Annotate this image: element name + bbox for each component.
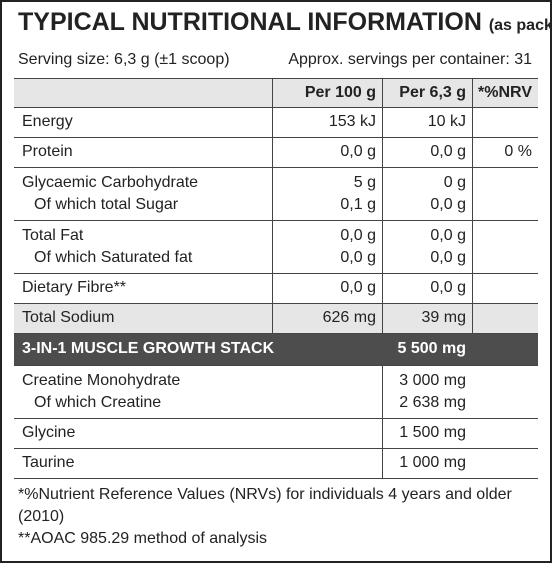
row-value: 39 mg — [421, 309, 466, 326]
row-value: 0,0 g — [430, 195, 466, 213]
row-value: 626 mg — [322, 309, 376, 326]
rule — [14, 137, 538, 138]
column-rule — [382, 78, 383, 107]
column-rule — [272, 220, 273, 273]
rule — [14, 107, 538, 108]
footnote: **AOAC 985.29 method of analysis — [18, 530, 268, 547]
title-note: (as packed) — [488, 17, 552, 34]
row-label: Total Fat — [22, 226, 84, 244]
highlight-row-bg — [14, 304, 538, 333]
column-rule — [472, 78, 473, 107]
column-rule — [382, 365, 383, 418]
column-rule — [472, 303, 473, 333]
stack-title: 3-IN-1 MUSCLE GROWTH STACK — [22, 340, 275, 357]
rule — [14, 303, 538, 304]
stack-row-bg — [14, 334, 538, 365]
column-rule — [472, 167, 473, 220]
stack-label: Taurine — [22, 454, 75, 471]
column-rule — [272, 78, 273, 107]
title: TYPICAL NUTRITIONAL INFORMATION (as pack… — [18, 8, 552, 37]
rule — [14, 167, 538, 168]
header-row-bg — [14, 79, 538, 107]
column-rule — [382, 418, 383, 448]
row-label: Of which total Sugar — [34, 195, 179, 213]
rule — [14, 418, 538, 419]
rule — [14, 478, 538, 479]
row-value: 0,0 g — [340, 143, 376, 160]
row-value: 10 kJ — [427, 113, 466, 130]
stack-value: 1 500 mg — [399, 424, 466, 441]
stack-label: Of which Creatine — [34, 393, 162, 411]
row-value: 0,0 g — [430, 226, 466, 244]
row-value: 0,0 g — [430, 248, 466, 266]
rule — [14, 333, 538, 334]
column-rule — [472, 107, 473, 137]
stack-amount: 5 500 mg — [397, 340, 466, 357]
rule — [14, 365, 538, 366]
row-value: 0,1 g — [340, 195, 376, 213]
footnote: *%Nutrient Reference Values (NRVs) for i… — [18, 486, 512, 525]
column-rule — [382, 273, 383, 303]
column-rule — [472, 273, 473, 303]
row-value: 0,0 g — [340, 279, 376, 296]
column-rule — [382, 303, 383, 333]
serving-size: Serving size: 6,3 g (±1 scoop) — [18, 51, 230, 68]
stack-label: Glycine — [22, 424, 76, 441]
servings: Approx. servings per container: 31 — [288, 51, 532, 68]
row-label: Energy — [22, 113, 73, 130]
column-rule — [382, 137, 383, 167]
column-rule — [382, 448, 383, 478]
row-label: Dietary Fibre** — [22, 279, 127, 296]
stack-label: Creatine Monohydrate — [22, 371, 181, 389]
rule — [14, 448, 538, 449]
row-value: 5 g — [353, 173, 376, 191]
title-main: TYPICAL NUTRITIONAL INFORMATION — [18, 8, 482, 36]
row-label: Protein — [22, 143, 73, 160]
column-rule — [272, 273, 273, 303]
column-header: Per 100 g — [304, 84, 376, 101]
row-value: 153 kJ — [328, 113, 376, 130]
row-value: 0,0 g — [430, 143, 466, 160]
column-header: *%NRV — [478, 84, 532, 101]
rule — [14, 273, 538, 274]
row-value: 0,0 g — [430, 279, 466, 296]
column-rule — [472, 137, 473, 167]
column-rule — [472, 220, 473, 273]
column-header: Per 6,3 g — [399, 84, 466, 101]
column-rule — [382, 220, 383, 273]
stack-value: 2 638 mg — [399, 393, 466, 411]
column-rule — [272, 303, 273, 333]
rule — [14, 220, 538, 221]
stack-value: 1 000 mg — [399, 454, 466, 471]
row-label: Of which Saturated fat — [34, 248, 193, 266]
column-rule — [272, 167, 273, 220]
row-label: Total Sodium — [22, 309, 115, 326]
row-value: 0,0 g — [340, 226, 376, 244]
column-rule — [382, 167, 383, 220]
row-value: 0 g — [443, 173, 466, 191]
column-rule — [272, 137, 273, 167]
column-rule — [272, 107, 273, 137]
column-rule — [382, 107, 383, 137]
stack-value: 3 000 mg — [399, 371, 466, 389]
rule — [14, 78, 538, 79]
row-value: 0 % — [504, 143, 532, 160]
row-value: 0,0 g — [340, 248, 376, 266]
row-label: Glycaemic Carbohydrate — [22, 173, 199, 191]
